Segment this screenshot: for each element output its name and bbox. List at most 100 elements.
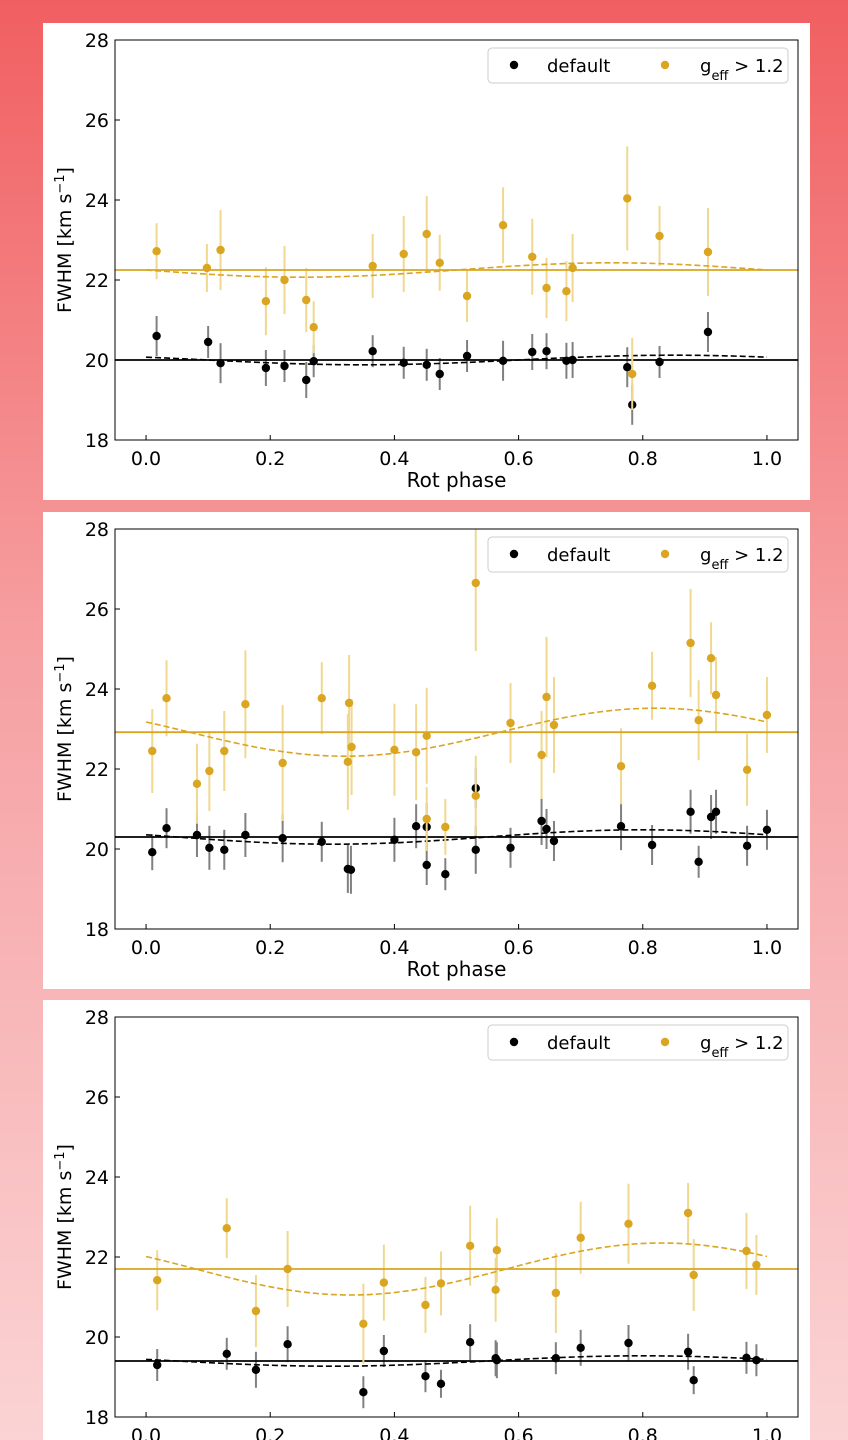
data-point-geff [491,1285,500,1294]
data-point-default [203,337,213,347]
data-point-default [576,1343,585,1352]
data-point-geff [441,822,450,832]
data-point-default [205,843,214,852]
legend-label-geff: geff > 1.2 [700,1033,784,1061]
chart-svg-1: 0.0 0.2 0.4 0.6 0.8 1.0 18 20 22 24 26 28 Rot phase F… [43,23,810,500]
x-tick-label: 0.4 [379,1425,409,1440]
x-axis-label: Rot phase [407,468,507,492]
y-axis-label: FWHM [km s−1] [53,167,77,313]
data-point-default [549,836,559,846]
data-point-default [689,1376,698,1385]
sine-fit-default [146,1354,767,1368]
chart-panel-2: 0.0 0.2 0.4 0.6 0.8 1.0 18 20 22 24 26 28 Rot phase F… [43,512,810,989]
legend: default geff > 1.2 [487,1024,789,1061]
data-point-default [368,347,377,356]
series-geff [115,515,798,855]
axes-frame [114,1016,799,1418]
data-point-default [647,840,657,850]
y-axis-label: FWHM [km s−1] [53,656,77,802]
data-point-default [241,830,250,840]
data-point-default [694,857,703,866]
legend-box [487,47,789,84]
legend-marker-default [509,1037,519,1047]
data-point-geff [205,766,214,776]
data-point-geff [551,1288,561,1298]
data-point-default [436,1379,446,1388]
data-point-geff [492,1246,502,1255]
data-point-default [359,1388,368,1397]
x-tick-label: 0.4 [379,937,409,959]
x-tick-label: 0.2 [255,1425,285,1440]
data-point-default [441,870,450,879]
data-point-geff [542,692,551,702]
data-point-geff [241,700,250,709]
legend-label-geff: geff > 1.2 [700,545,784,573]
data-point-geff [616,762,626,771]
series-geff [115,146,798,410]
y-tick-label: 28 [85,1007,109,1029]
x-tick-label: 1.0 [752,937,782,959]
y-tick-label: 26 [85,1087,109,1109]
data-point-default [542,824,551,834]
series-default [115,1324,798,1409]
data-point-geff [390,745,399,754]
data-point-geff [471,791,480,800]
data-point-default [742,841,752,850]
data-point-geff [359,1319,368,1328]
chart-panel-1: 0.0 0.2 0.4 0.6 0.8 1.0 18 20 22 24 26 28 Rot phase F… [43,23,810,500]
data-point-geff [703,247,713,257]
data-point-geff [498,221,508,230]
data-point-default [462,351,472,361]
x-tick-label: 0.6 [503,937,533,959]
data-point-geff [655,231,664,241]
data-point-geff [192,779,202,788]
legend-marker-default [509,60,519,70]
data-point-default [302,375,311,385]
x-tick-label: 0.0 [131,1425,161,1440]
data-point-geff [422,229,431,239]
y-tick-label: 26 [85,110,109,132]
x-tick-label: 0.6 [503,1425,533,1440]
legend-box [487,1024,789,1061]
y-tick-label: 24 [85,190,109,212]
data-point-geff [628,369,637,379]
y-tick-label: 28 [85,519,109,541]
plot-mask-bottom [43,929,810,989]
data-point-default [465,1338,475,1347]
data-point-geff [562,287,571,296]
legend-label-default: default [547,1033,610,1054]
sine-fit-default [145,828,768,846]
data-point-default [379,1346,389,1356]
legend: default geff > 1.2 [487,47,789,84]
data-point-geff [462,291,472,301]
y-tick-label: 24 [85,1167,109,1189]
data-point-geff [762,710,772,720]
data-point-default [703,327,713,337]
data-point-default [542,347,551,356]
data-point-geff [278,758,287,768]
data-point-geff [153,1276,162,1285]
data-point-default [616,822,626,831]
data-point-geff [148,746,157,756]
data-point-default [283,1340,292,1349]
y-tick-label: 22 [85,1247,109,1269]
data-point-geff [344,698,354,708]
x-tick-label: 0.8 [628,448,658,470]
axes-frame [114,39,799,441]
legend-box [487,536,789,573]
sine-fit-geff [145,1242,768,1296]
data-point-default [471,845,480,854]
x-tick-label: 0.0 [131,937,161,959]
legend-label-geff: geff > 1.2 [700,56,784,84]
data-point-geff [368,261,377,271]
data-point-default [162,824,171,833]
data-point-default [711,807,721,816]
data-point-geff [251,1306,261,1316]
x-tick-label: 1.0 [752,448,782,470]
data-point-default [422,860,431,870]
data-point-default [222,1349,231,1358]
data-point-geff [471,578,480,588]
data-point-default [411,822,421,831]
data-point-default [220,845,229,854]
data-point-geff [623,194,632,203]
